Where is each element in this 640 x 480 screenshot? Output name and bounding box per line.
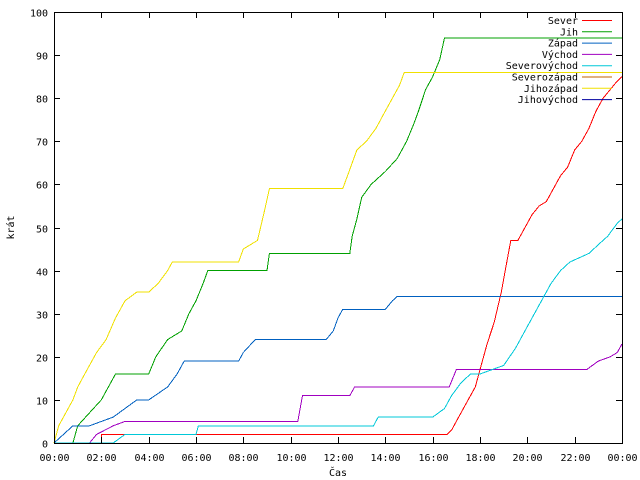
legend-label: Jih [560, 27, 578, 38]
y-tick-label: 60 [36, 181, 48, 192]
y-tick-label: 50 [36, 225, 48, 236]
legend-label: Severozápad [512, 72, 578, 84]
y-tick-label: 20 [36, 354, 48, 365]
y-tick-label: 40 [36, 268, 48, 279]
x-axis-title: Čas [329, 466, 347, 479]
series-line-1 [54, 37, 622, 444]
legend: SeverJihZápadVýchodSeverovýchodSeverozáp… [506, 16, 612, 106]
x-tick-label: 04:00 [134, 453, 164, 464]
series-line-3 [54, 343, 623, 444]
x-tick-label: 08:00 [228, 453, 258, 464]
y-tick-label: 100 [30, 9, 48, 20]
series-line-2 [53, 296, 622, 444]
x-tick-label: 10:00 [276, 453, 306, 464]
legend-label: Západ [548, 38, 578, 50]
y-tick-label: 70 [36, 138, 48, 149]
legend-label: Východ [542, 49, 578, 61]
series-line-4 [54, 218, 623, 444]
y-tick-label: 30 [36, 311, 48, 322]
x-tick-label: 02:00 [86, 453, 116, 464]
legend-label: Jihovýchod [518, 94, 578, 106]
series-line-0 [54, 76, 623, 444]
x-tick-label: 22:00 [560, 453, 590, 464]
axis-ticks: 0 10 20 30 40 50 60 70 80 90 100 00:00 02:00 04:00 06:… [30, 9, 638, 465]
y-tick-label: 80 [36, 95, 48, 106]
series-line-6 [53, 71, 622, 444]
legend-label: Severovýchod [506, 60, 578, 72]
x-tick-label: 00:00 [607, 453, 637, 464]
legend-label: Jihozápad [524, 83, 578, 95]
y-tick-label: 0 [42, 440, 48, 451]
x-tick-label: 20:00 [512, 453, 542, 464]
y-tick-label: 90 [36, 52, 48, 63]
y-tick-label: 10 [36, 397, 48, 408]
x-tick-label: 00:00 [39, 453, 69, 464]
x-tick-label: 18:00 [465, 453, 495, 464]
series-group [53, 37, 623, 444]
legend-label: Sever [548, 16, 578, 27]
x-tick-label: 06:00 [181, 453, 211, 464]
x-tick-label: 16:00 [418, 453, 448, 464]
y-axis-title: krát [5, 215, 17, 239]
x-tick-label: 12:00 [323, 453, 353, 464]
x-tick-label: 14:00 [370, 453, 400, 464]
